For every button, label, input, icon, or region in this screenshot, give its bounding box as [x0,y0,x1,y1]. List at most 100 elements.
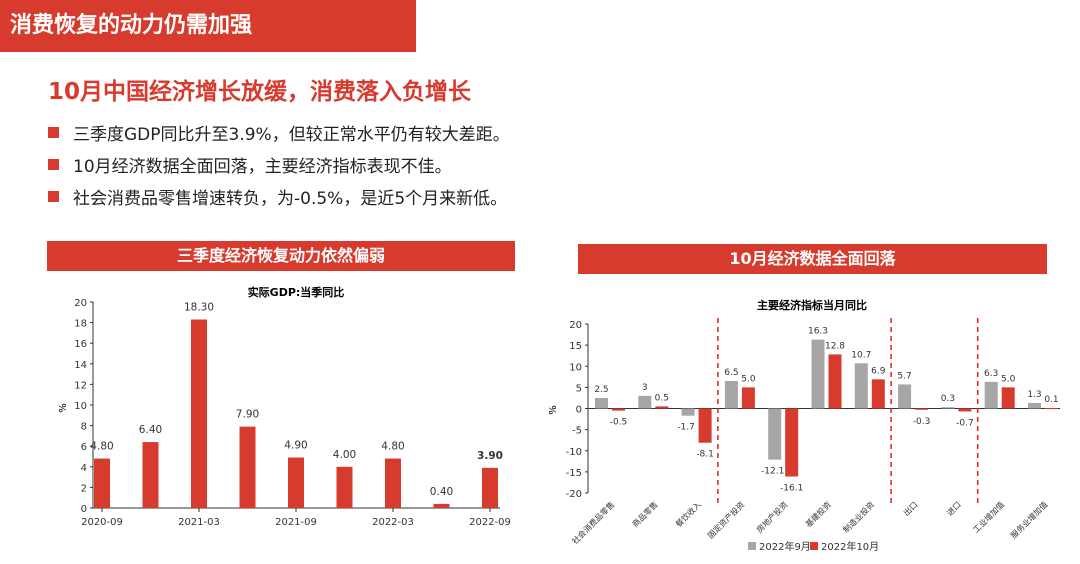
data-label: 6.9 [871,366,886,376]
bar-2022年9月-工业增加值 [984,381,998,409]
y-tick-label: 20 [74,298,87,309]
legend-label: 2022年10月 [821,540,879,553]
data-label: 0.3 [941,394,955,404]
bar-2022年10月-商品零售 [655,406,669,409]
x-tick-label: 餐饮收入 [673,499,703,529]
bar-2022年9月-制造业投资 [854,363,868,409]
bar-2022年10月-房地产投资 [785,408,799,477]
bar-2021-03 [191,319,207,508]
y-tick-label: 0 [576,405,582,416]
data-label: 5.0 [741,374,756,384]
x-tick-label: 2021-03 [178,517,220,528]
data-label: 3 [642,383,648,393]
bullet-item: 三季度GDP同比升至3.9%，但较正常水平仍有较大差距。 [48,116,510,148]
bar-2022年10月-工业增加值 [1001,387,1015,409]
x-tick-label: 2020-09 [81,517,123,528]
bar-2022年9月-房地产投资 [768,408,782,460]
data-label: 18.30 [184,302,214,314]
legend-swatch [810,542,818,550]
data-label: 4.80 [381,441,404,453]
bullet-text: 三季度GDP同比升至3.9%，但较正常水平仍有较大差距。 [73,124,510,145]
x-tick-label: 2022-03 [372,517,414,528]
data-label: 3.90 [477,450,503,462]
bar-2022-03 [385,458,401,508]
bar-2022年10月-固定资产投资 [741,387,755,409]
x-tick-label: 工业增加值 [971,499,1006,534]
chart-title: 主要经济指标当月同比 [757,298,867,312]
data-label: 0.1 [1044,395,1058,405]
bar-2022年10月-服务业增加值 [1045,408,1058,410]
data-label: 12.8 [825,341,845,351]
y-axis-label: % [58,403,69,413]
data-label: -12.1 [761,467,784,477]
bar-2022年10月-餐饮收入 [698,408,712,443]
data-label: 6.3 [984,369,998,379]
legend-label: 2022年9月 [759,540,811,553]
data-label: 6.40 [139,424,162,436]
y-tick-label: 2 [81,483,87,494]
data-label: -0.3 [913,417,931,427]
left-panel-title: 三季度经济恢复动力依然偏弱 [47,241,515,271]
x-tick-label: 基建投资 [803,499,833,529]
y-tick-label: 14 [74,360,87,371]
data-label: -16.1 [780,484,803,494]
x-tick-label: 社会消费品零售 [570,499,617,546]
x-tick-label: 房地产投资 [754,499,789,534]
bullet-text: 10月经济数据全面回落，主要经济指标表现不佳。 [73,156,452,177]
y-tick-label: 8 [81,422,87,433]
x-tick-label: 进口 [945,500,963,518]
bar-2022-09 [482,467,498,508]
data-label: 5.7 [897,371,911,381]
y-tick-label: 10 [569,362,582,373]
y-tick-label: 18 [74,319,87,330]
bullet-text: 社会消费品零售增速转负，为-0.5%，是近5个月来新低。 [73,188,508,209]
x-tick-label: 2022-09 [469,517,511,528]
bar-2022年9月-服务业增加值 [1028,403,1041,409]
bullet-list: 三季度GDP同比升至3.9%，但较正常水平仍有较大差距。 10月经济数据全面回落… [48,116,510,212]
data-label: 7.90 [236,409,259,421]
data-label: -1.7 [677,423,695,433]
x-tick-label: 服务业增加值 [1008,499,1049,540]
x-tick-label: 制造业投资 [841,499,876,534]
data-label: 16.3 [808,327,828,337]
y-tick-label: 4 [81,463,87,474]
headline: 10月中国经济增长放缓，消费落入负增长 [48,79,472,105]
bar-2022年10月-出口 [915,408,929,410]
y-tick-label: 5 [576,383,582,394]
x-tick-label: 商品零售 [630,499,660,529]
bar-2022年9月-进口 [941,407,955,409]
data-label: 4.90 [284,440,307,452]
bar-2022年9月-商品零售 [638,395,652,409]
bar-2022年9月-社会消费品零售 [595,397,608,409]
y-tick-label: 12 [74,380,87,391]
data-label: 0.40 [430,486,453,498]
y-tick-label: 16 [74,339,87,350]
data-label: 4.80 [90,441,113,453]
data-label: 6.5 [724,368,738,378]
chart-title: 实际GDP:当季同比 [248,285,345,299]
bar-2022年10月-基建投资 [828,354,842,409]
y-tick-label: -10 [566,447,582,458]
bullet-item: 10月经济数据全面回落，主要经济指标表现不佳。 [48,148,510,180]
legend-swatch [748,542,756,550]
data-label: 1.3 [1027,390,1041,400]
y-tick-label: 20 [569,320,582,331]
bar-2022年9月-出口 [898,384,912,409]
y-tick-label: 15 [569,341,582,352]
bar-2022年9月-基建投资 [811,339,825,409]
bar-2022年10月-社会消费品零售 [612,408,625,411]
data-label: 5.0 [1001,374,1016,384]
bar-2022年10月-进口 [958,408,972,412]
x-tick-label: 出口 [901,499,919,517]
bar-2022年10月-制造业投资 [871,379,885,409]
data-label: -0.7 [956,418,974,428]
bar-2021-06 [239,426,256,508]
bar-2020-12 [142,442,159,508]
data-label: 0.5 [655,393,669,403]
bullet-square-icon [48,158,59,170]
bar-2022-06 [433,503,450,508]
bullet-square-icon [48,126,59,138]
bullet-square-icon [48,190,59,202]
bar-2020-09 [94,458,110,508]
